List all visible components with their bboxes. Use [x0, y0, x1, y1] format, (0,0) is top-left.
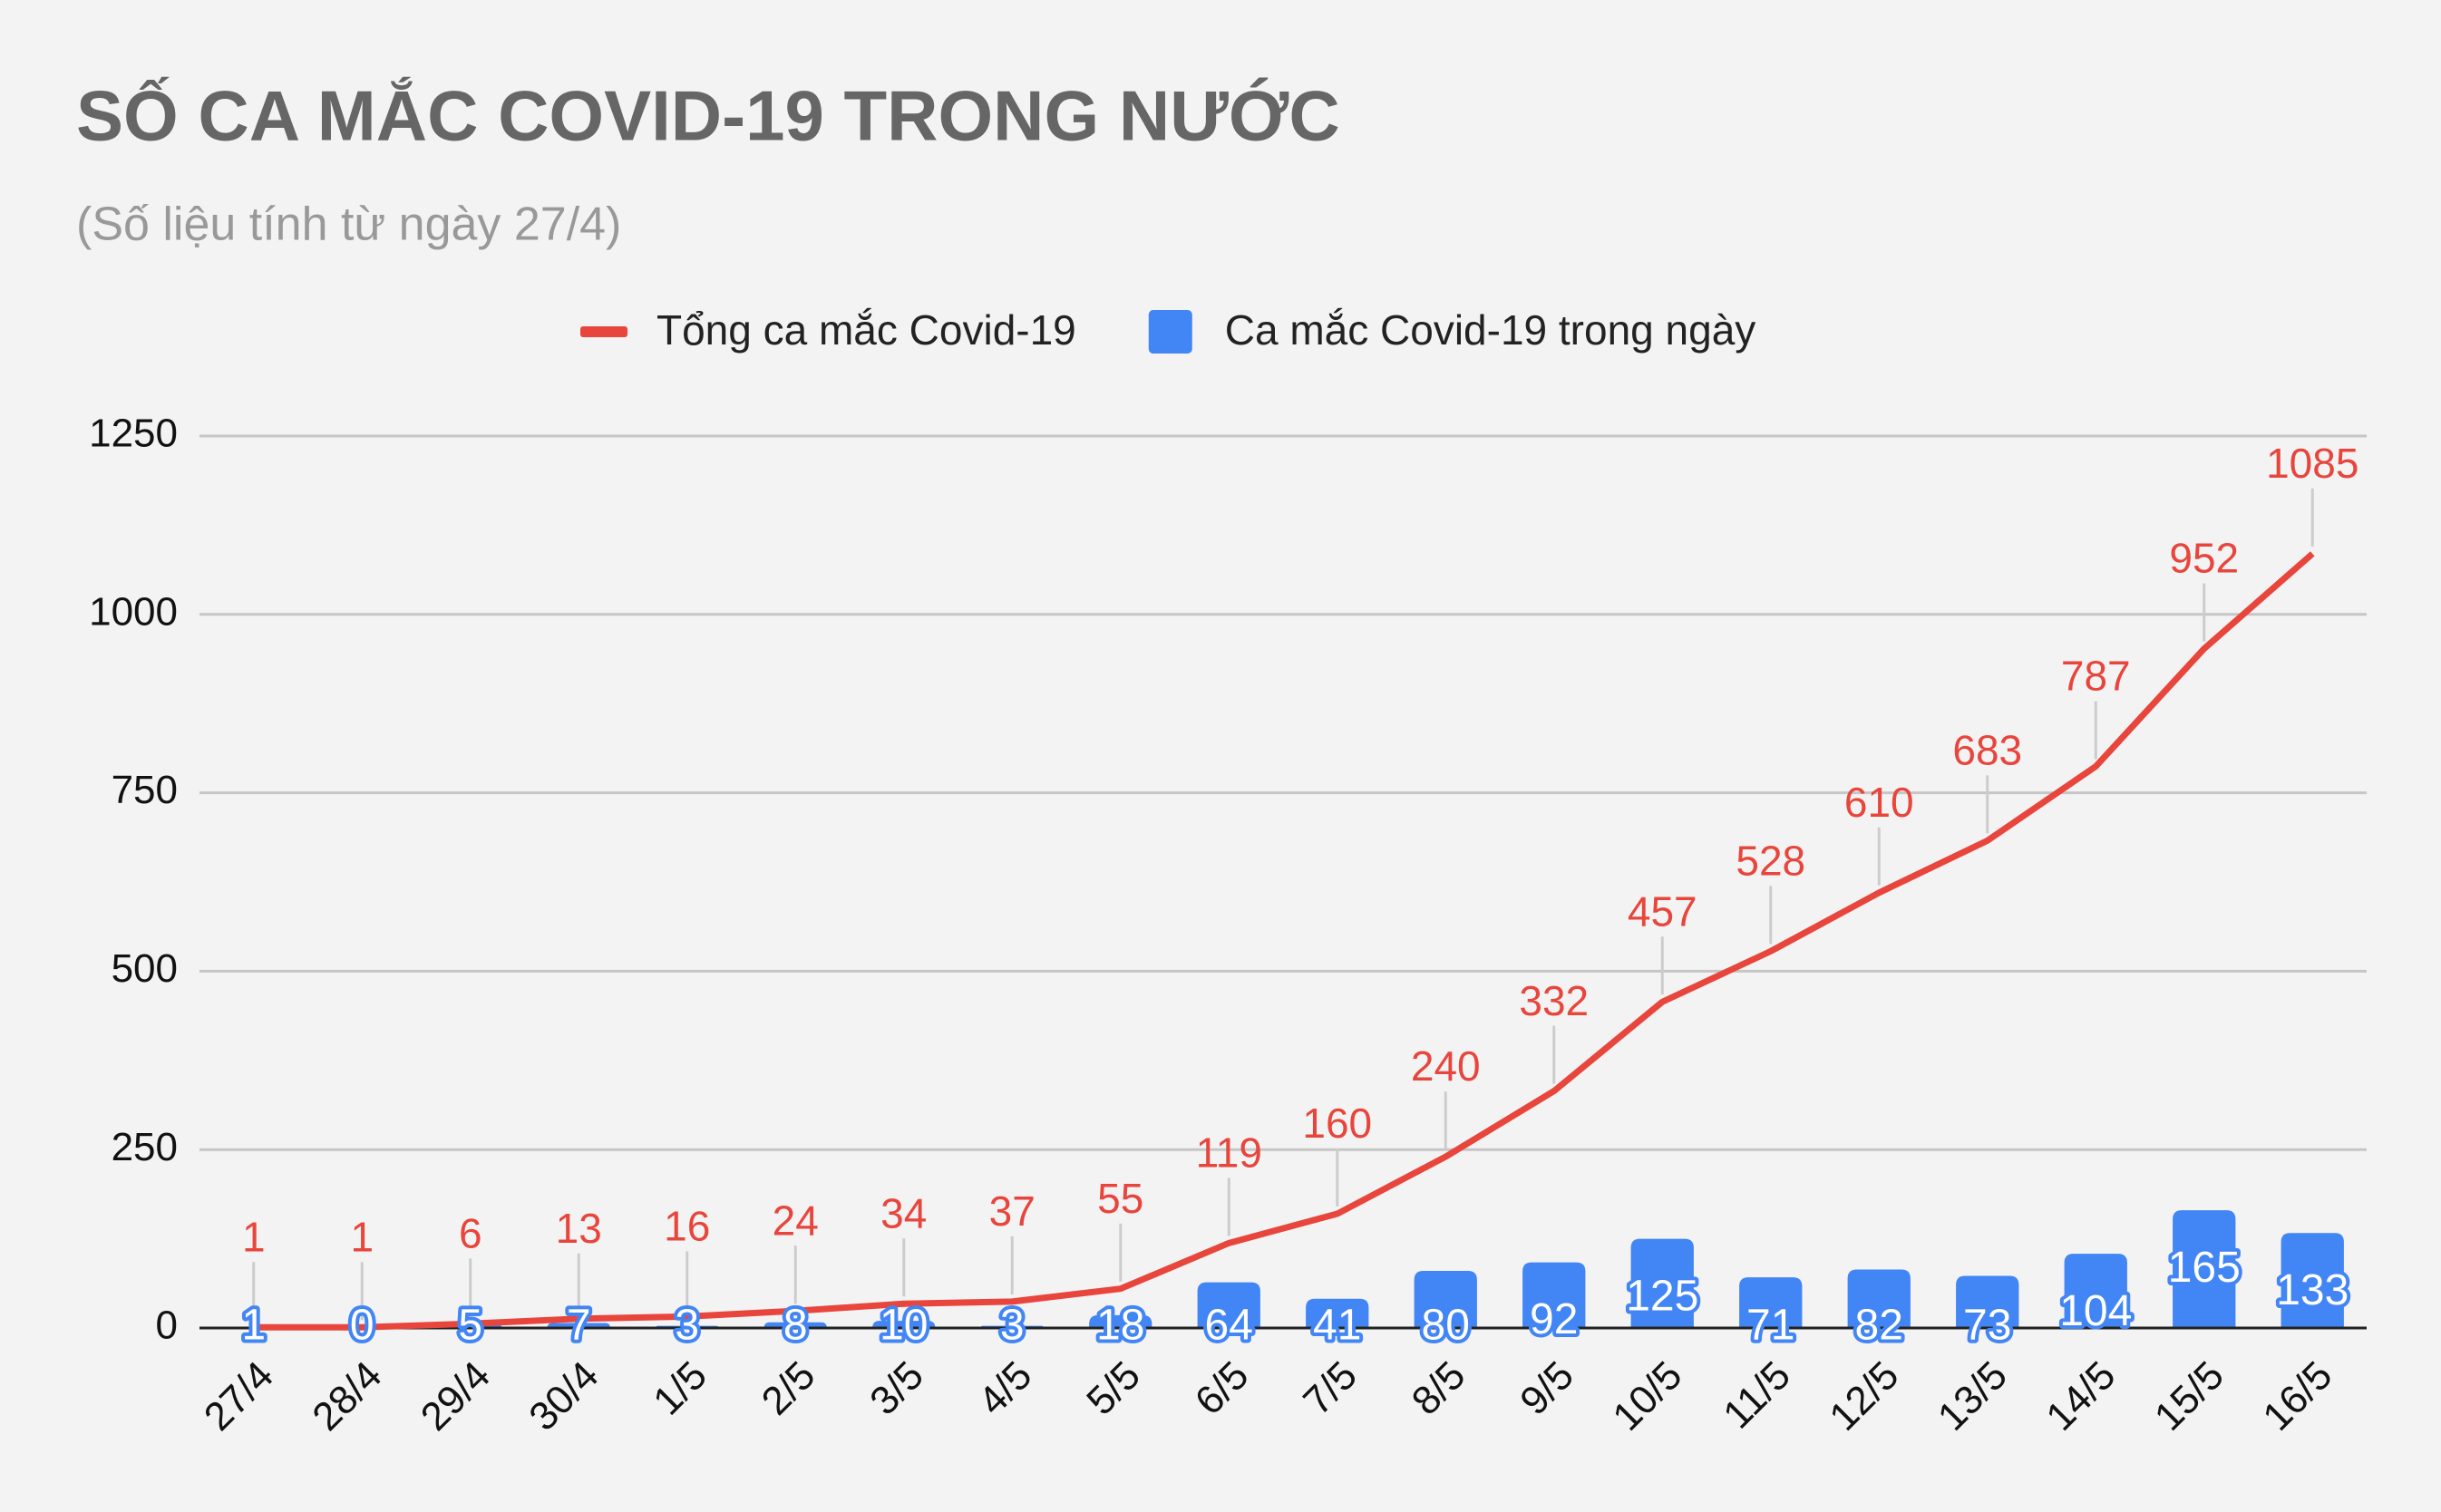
bar-value-label: 8 [783, 1302, 808, 1350]
bar [872, 1321, 936, 1328]
bar [1414, 1271, 1477, 1328]
bar-value-label: 18 [1096, 1302, 1144, 1350]
y-tick-label: 1250 [89, 412, 178, 456]
bar-value-label: 0 [350, 1302, 374, 1350]
y-tick-label: 250 [112, 1125, 178, 1169]
line-value-label: 457 [1628, 887, 1697, 935]
bar [763, 1322, 827, 1328]
legend-swatch [580, 326, 627, 337]
line-value-label: 55 [1097, 1175, 1143, 1222]
bar [1739, 1277, 1803, 1328]
bar [1522, 1262, 1586, 1328]
bar-value-label: 133 [2276, 1266, 2349, 1314]
chart-subtitle: (Số liệu tính từ ngày 27/4) [76, 199, 621, 251]
line-value-label: 952 [2169, 535, 2239, 582]
bar [1197, 1282, 1260, 1328]
legend-swatch [1148, 310, 1192, 354]
bar [2173, 1210, 2236, 1328]
bar-value-label: 125 [1626, 1272, 1698, 1320]
line-value-label: 37 [989, 1187, 1036, 1235]
bar [2064, 1254, 2127, 1328]
line-value-label: 610 [1844, 779, 1914, 826]
bar-value-label: 104 [2059, 1287, 2132, 1335]
bar-value-label: 82 [1855, 1302, 1903, 1350]
bar-value-label: 165 [2168, 1244, 2241, 1292]
bar-value-label: 80 [1422, 1302, 1470, 1350]
chart-title: SỐ CA MẮC COVID-19 TRONG NƯỚC [76, 76, 1340, 156]
line-value-label: 1085 [2266, 440, 2358, 487]
line-value-label: 1 [242, 1213, 266, 1260]
y-tick-label: 0 [156, 1304, 178, 1348]
bar-value-label: 92 [1530, 1295, 1578, 1343]
line-value-label: 528 [1736, 838, 1805, 885]
line-value-label: 34 [880, 1189, 927, 1236]
bar-value-label: 3 [1000, 1302, 1025, 1350]
bar-value-label: 64 [1205, 1302, 1253, 1350]
line-value-label: 683 [1952, 726, 2022, 773]
line-value-label: 332 [1519, 977, 1589, 1024]
line-value-label: 6 [459, 1209, 482, 1256]
y-tick-label: 1000 [89, 589, 178, 634]
bar-value-label: 1 [241, 1302, 266, 1350]
bar-value-label: 3 [675, 1302, 699, 1350]
bar-value-label: 5 [458, 1302, 482, 1350]
line-value-label: 160 [1302, 1100, 1372, 1147]
line-value-label: 16 [664, 1203, 710, 1250]
bar-value-label: 7 [567, 1302, 591, 1350]
y-tick-label: 750 [112, 768, 178, 812]
line [253, 551, 2315, 1331]
bar [1630, 1238, 1694, 1328]
line-value-label: 119 [1196, 1129, 1262, 1176]
bar [1089, 1314, 1152, 1328]
bar [1306, 1298, 1369, 1328]
line-value-label: 24 [773, 1197, 819, 1244]
bar [1847, 1269, 1911, 1328]
line-value-label: 787 [2061, 653, 2131, 700]
bar [1956, 1275, 2019, 1328]
legend-label: Ca mắc Covid-19 trong ngày [1225, 306, 1756, 354]
legend-label: Tổng ca mắc Covid-19 [656, 306, 1076, 354]
y-tick-label: 500 [112, 946, 178, 991]
bar [2281, 1233, 2344, 1328]
line-value-label: 240 [1411, 1042, 1481, 1090]
bar-value-label: 41 [1313, 1302, 1361, 1350]
bar-value-label: 73 [1963, 1302, 2011, 1350]
bar-value-label: 71 [1746, 1302, 1794, 1350]
line-value-label: 1 [350, 1213, 374, 1260]
bar-value-label: 10 [880, 1302, 928, 1350]
line-value-label: 13 [556, 1205, 602, 1252]
